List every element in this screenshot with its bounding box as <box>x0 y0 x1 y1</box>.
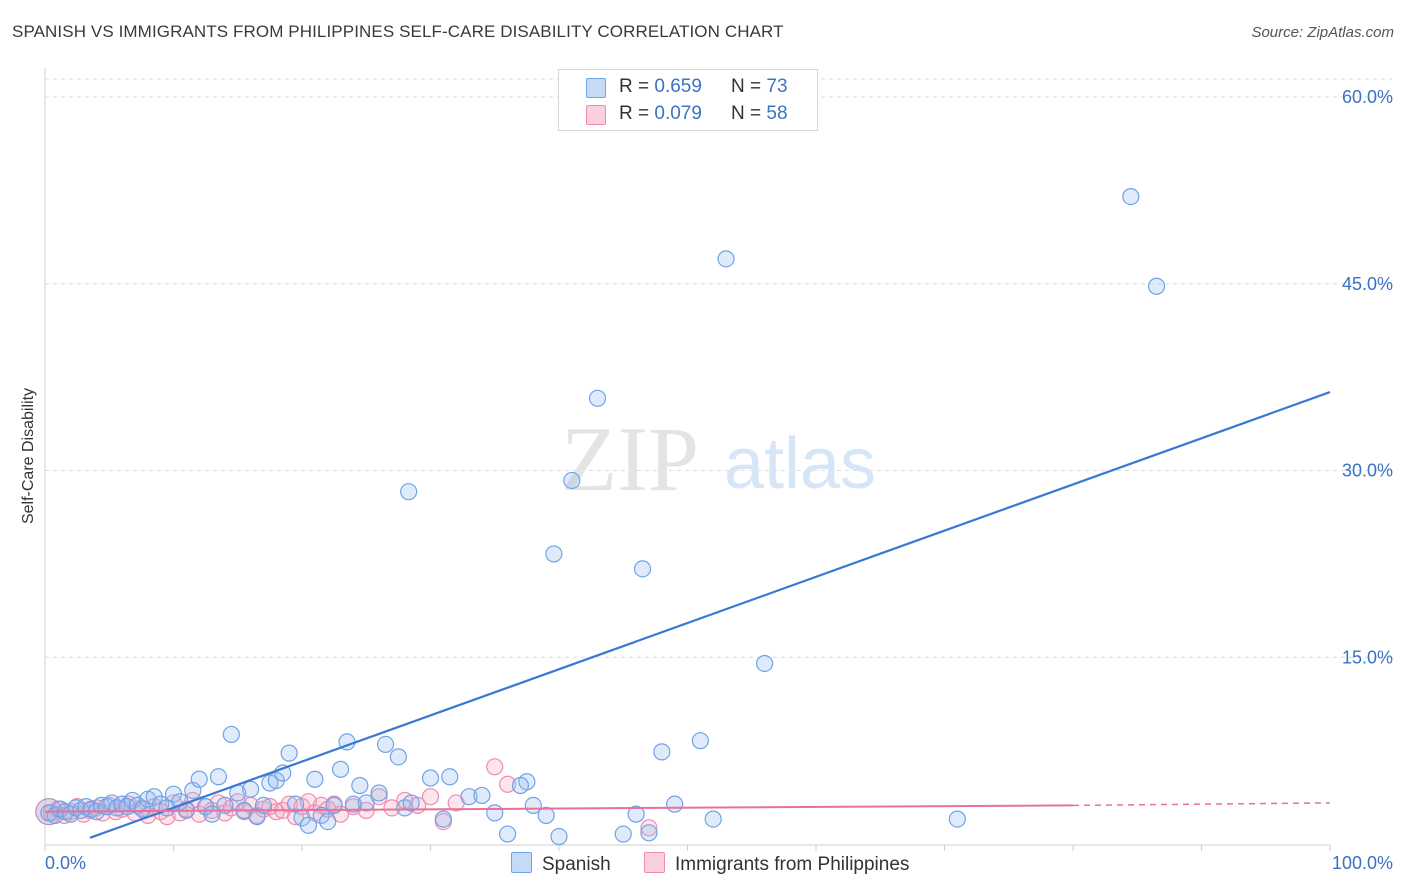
bottom-philippines-label: Immigrants from Philippines <box>675 854 910 875</box>
spanish-point <box>357 794 375 812</box>
spanish-point <box>563 471 581 490</box>
philippines-trendline-extension <box>1072 802 1331 807</box>
spanish-point <box>306 770 324 788</box>
spanish-point <box>640 824 658 842</box>
grid-lines <box>45 78 1392 658</box>
spanish-point <box>633 560 652 578</box>
spanish-point <box>460 788 478 806</box>
philippines-n-value: 58 <box>766 103 788 124</box>
spanish-point <box>190 770 208 788</box>
trend-lines <box>44 391 1331 839</box>
spanish-point <box>434 810 452 828</box>
spanish-point <box>614 825 632 843</box>
spanish-point <box>370 784 388 802</box>
philippines-trendline <box>44 804 1074 813</box>
spanish-point <box>344 795 362 813</box>
philippines-point <box>383 799 401 817</box>
spanish-point <box>351 776 369 795</box>
spanish-n: N = 73 <box>731 76 788 97</box>
watermark-atlas: atlas <box>724 424 876 504</box>
spanish-point <box>550 827 568 846</box>
philippines-point <box>499 775 517 793</box>
x-tick-label: 0.0% <box>45 853 86 873</box>
y-tick-label: 15.0% <box>1342 647 1393 667</box>
philippines-point <box>286 808 305 826</box>
spanish-point <box>948 810 966 828</box>
spanish-point <box>545 545 563 563</box>
y-axis-label: Self-Care Disability <box>20 387 37 525</box>
spanish-point <box>134 800 152 818</box>
spanish-point <box>1122 188 1140 206</box>
spanish-point <box>666 795 684 813</box>
spanish-r-value: 0.659 <box>654 76 702 97</box>
spanish-point <box>441 768 459 786</box>
spanish-point <box>473 786 491 805</box>
spanish-point <box>216 796 234 815</box>
y-tick-label: 30.0% <box>1342 461 1393 481</box>
watermark-zip: ZIP <box>561 408 699 510</box>
axes <box>44 68 1331 851</box>
spanish-point <box>402 794 420 812</box>
spanish-point <box>1147 277 1166 295</box>
spanish-point <box>691 732 709 750</box>
philippines-point <box>486 758 504 776</box>
bottom-spanish-label: Spanish <box>542 854 611 875</box>
source-label: Source: ZipAtlas.com <box>1251 24 1394 41</box>
philippines-point <box>640 819 658 837</box>
philippines-r-value: 0.079 <box>654 103 702 124</box>
correlation-legend: R = 0.659 N = 73 R = 0.079 N = 58 <box>558 69 818 131</box>
philippines-point <box>421 788 440 806</box>
spanish-point <box>331 760 350 778</box>
spanish-point <box>704 810 722 828</box>
spanish-point <box>499 825 517 843</box>
philippines-r: R = 0.079 <box>619 103 702 124</box>
spanish-point <box>653 743 671 761</box>
spanish-r: R = 0.659 <box>619 76 702 97</box>
watermark: ZIP atlas <box>561 408 876 510</box>
spanish-point <box>486 804 504 822</box>
bottom-legend-philippines: Immigrants from Philippines <box>644 852 909 876</box>
spanish-n-value: 73 <box>766 76 788 97</box>
y-tick-label: 45.0% <box>1342 274 1393 294</box>
philippines-swatch <box>586 105 606 125</box>
spanish-trendline <box>89 391 1331 839</box>
spanish-points <box>40 188 1166 846</box>
spanish-point <box>511 776 530 795</box>
spanish-point <box>280 744 298 762</box>
spanish-point <box>222 725 240 744</box>
bottom-philippines-swatch <box>644 852 665 873</box>
bottom-spanish-swatch <box>511 852 532 873</box>
x-tick-label: 100.0% <box>1332 853 1393 873</box>
bottom-legend-spanish: Spanish <box>511 852 611 876</box>
y-tick-label: 60.0% <box>1342 87 1393 107</box>
spanish-point <box>389 748 407 766</box>
spanish-point <box>299 816 318 834</box>
spanish-point <box>588 389 607 407</box>
spanish-swatch <box>586 78 606 98</box>
spanish-point <box>755 654 774 673</box>
spanish-point <box>376 735 395 754</box>
spanish-point <box>537 806 555 824</box>
spanish-point <box>325 796 343 815</box>
spanish-point <box>312 806 330 824</box>
spanish-point <box>242 780 260 798</box>
spanish-point <box>627 805 645 823</box>
spanish-point <box>319 812 337 831</box>
spanish-point <box>421 769 440 787</box>
spanish-point <box>400 483 418 501</box>
philippines-n: N = 58 <box>731 103 788 124</box>
spanish-point <box>209 768 228 786</box>
spanish-point <box>717 250 735 268</box>
tick-labels: 15.0% 30.0% 45.0% 60.0% 0.0% 100.0% <box>45 87 1393 873</box>
chart-title: SPANISH VS IMMIGRANTS FROM PHILIPPINES S… <box>12 22 784 41</box>
